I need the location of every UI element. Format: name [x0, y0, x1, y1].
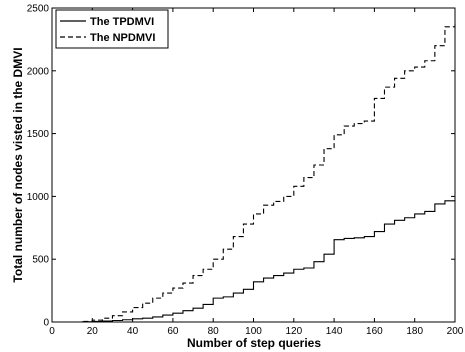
legend-label-tpdmvi: The TPDMVI: [90, 16, 154, 28]
x-axis-title: Number of step queries: [187, 336, 321, 350]
series-line-npdmvi: [52, 21, 456, 323]
x-tick-label: 140: [326, 326, 343, 337]
x-tick-label: 120: [285, 326, 302, 337]
x-tick-label: 160: [366, 326, 383, 337]
y-axis-title: Total number of nodes visted in the DMVI: [11, 47, 25, 282]
x-tick-label: 80: [208, 326, 220, 337]
legend-label-npdmvi: The NPDMVI: [90, 32, 155, 44]
x-tick-label: 40: [127, 326, 139, 337]
x-tick-label: 60: [167, 326, 179, 337]
x-tick-label: 0: [49, 326, 55, 337]
legend: The TPDMVI The NPDMVI: [55, 9, 169, 49]
y-tick-label: 500: [32, 255, 49, 266]
axis-ticks: 0 20 40 60 80 100 120 140 160 180 2000500100015002…: [27, 4, 464, 338]
y-tick-label: 1500: [27, 129, 50, 140]
plot-frame: [51, 7, 456, 323]
y-tick-label: 2500: [27, 4, 50, 15]
y-tick-label: 1000: [27, 192, 50, 203]
series-lines: [52, 21, 456, 323]
x-tick-label: 100: [245, 326, 262, 337]
series-line-tpdmvi: [52, 200, 456, 323]
y-tick-label: 2000: [27, 66, 50, 77]
legend-box: [55, 9, 169, 49]
x-tick-label: 200: [447, 326, 464, 337]
x-tick-label: 20: [87, 326, 99, 337]
y-tick-label: 0: [43, 318, 49, 329]
plot-area: [51, 7, 456, 323]
x-tick-label: 180: [406, 326, 423, 337]
